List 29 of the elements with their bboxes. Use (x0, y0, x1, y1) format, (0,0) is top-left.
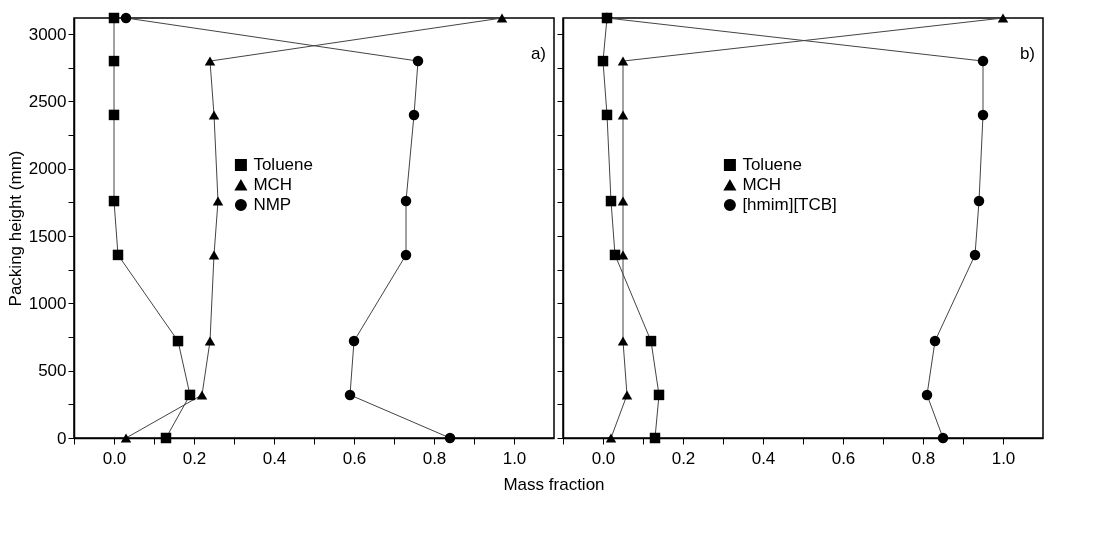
x-tick-label: 1.0 (991, 448, 1016, 468)
annotation: a) (530, 44, 546, 63)
legend-label: NMP (253, 195, 292, 215)
x-tick-label: 0.4 (751, 448, 776, 468)
y-tick-label: 1000 (28, 293, 67, 313)
legend-label: MCH (253, 175, 293, 195)
y-tick-label: 0 (57, 428, 67, 448)
legend-label: Toluene (742, 155, 802, 175)
x-tick-label: 1.0 (502, 448, 527, 468)
legend-label: [hmim][TCB] (742, 195, 837, 215)
y-tick-label: 3000 (28, 24, 67, 44)
y-tick-label: 2500 (28, 91, 67, 111)
legend-label: MCH (742, 175, 782, 195)
x-tick-label: 0.6 (831, 448, 856, 468)
y-tick-label: 2000 (28, 159, 67, 179)
x-tick-label: 0.4 (262, 448, 287, 468)
y-axis-title: Packing height (mm) (5, 150, 25, 307)
x-tick-label: 0.2 (671, 448, 696, 468)
x-tick-label: 0.8 (422, 448, 447, 468)
y-tick-label: 500 (38, 361, 67, 381)
annotation: b) (1019, 44, 1035, 63)
legend-label: Toluene (253, 155, 313, 175)
x-tick-label: 0.0 (102, 448, 127, 468)
x-axis-title: Mass fraction (503, 475, 605, 494)
x-tick-label: 0.8 (911, 448, 936, 468)
x-tick-label: 0.0 (591, 448, 616, 468)
y-tick-label: 1500 (28, 226, 67, 246)
x-tick-label: 0.2 (182, 448, 207, 468)
x-tick-label: 0.6 (342, 448, 367, 468)
